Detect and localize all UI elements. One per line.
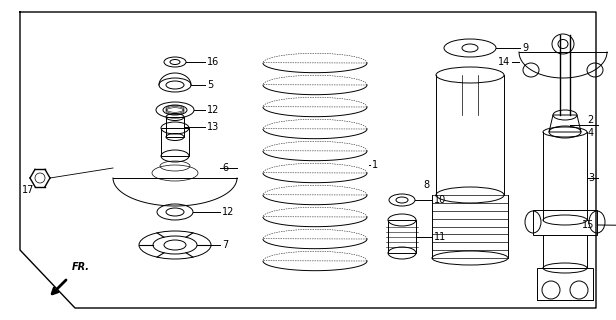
Text: 9: 9 [522, 43, 528, 53]
Text: 16: 16 [207, 57, 219, 67]
Text: 12: 12 [222, 207, 234, 217]
Text: 3: 3 [588, 173, 594, 183]
Text: 13: 13 [207, 122, 219, 132]
Text: 6: 6 [222, 163, 228, 173]
Text: 17: 17 [22, 185, 34, 195]
Text: 8: 8 [424, 180, 430, 190]
Text: 1: 1 [372, 160, 378, 170]
Text: 5: 5 [207, 80, 213, 90]
Text: 11: 11 [434, 232, 446, 242]
Text: 7: 7 [222, 240, 229, 250]
Text: 10: 10 [434, 195, 446, 205]
Text: 12: 12 [207, 105, 219, 115]
Text: FR.: FR. [72, 262, 90, 272]
Text: 4: 4 [588, 128, 594, 138]
Text: 2: 2 [588, 115, 594, 125]
Text: 15: 15 [582, 220, 594, 230]
Text: 14: 14 [498, 57, 510, 67]
